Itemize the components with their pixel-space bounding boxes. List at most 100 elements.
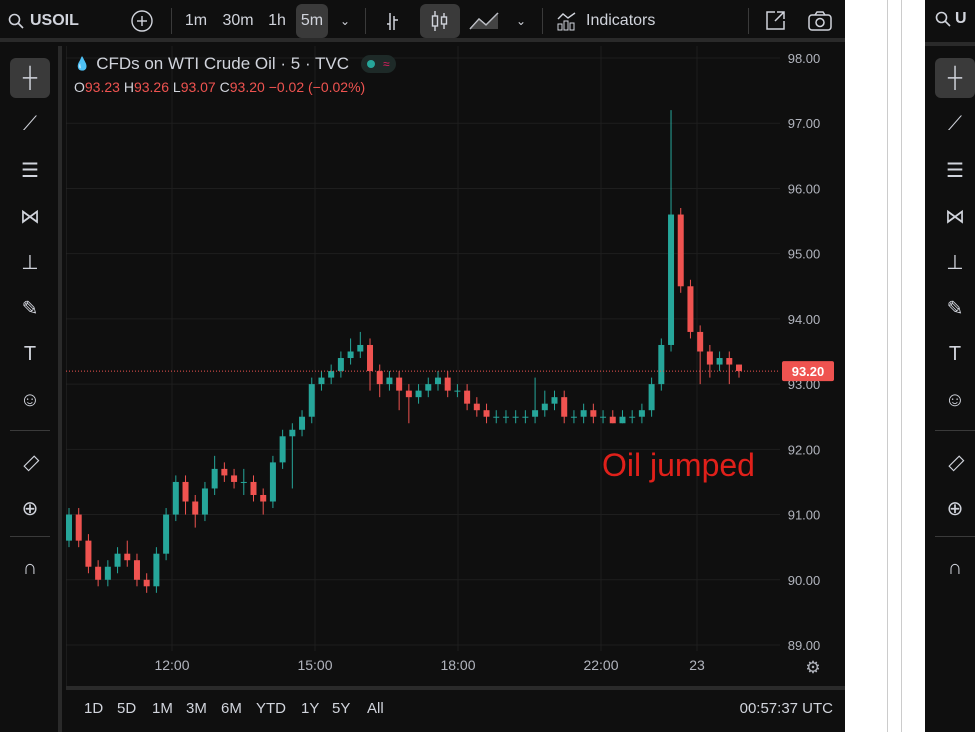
range-6m[interactable]: 6M — [221, 700, 242, 717]
close-label: C — [219, 79, 230, 95]
candle-body — [231, 475, 238, 482]
chart-type-dropdown[interactable]: ⌄ — [510, 4, 532, 38]
indicators-button[interactable]: Indicators — [556, 4, 655, 38]
candle-body — [405, 390, 412, 398]
tool-fib[interactable]: ☰ — [935, 150, 975, 190]
candle-body — [726, 358, 733, 365]
tool-ruler[interactable]: ▭ — [935, 442, 975, 482]
range-ytd[interactable]: YTD — [256, 700, 286, 717]
tool-trend-line[interactable]: ⟋ — [935, 104, 975, 144]
high-value: 93.26 — [133, 79, 169, 95]
magnet-icon: ∩ — [22, 556, 38, 579]
open-value: 93.23 — [84, 79, 120, 95]
external-link-icon — [766, 11, 785, 30]
candle-body — [133, 560, 140, 580]
tool-zoom-in[interactable]: ⊕ — [10, 488, 50, 528]
divider — [748, 8, 749, 34]
tool-fib[interactable]: ☰ — [10, 150, 50, 190]
tool-brush[interactable]: ✎ — [10, 288, 50, 328]
candle-body — [522, 416, 529, 418]
tool-ruler[interactable]: ▭ — [10, 442, 50, 482]
candle-body — [415, 390, 422, 398]
chart-legend: 💧 CFDs on WTI Crude Oil · 5 · TVC ≈ O93.… — [74, 54, 396, 95]
y-tick-label: 92.00 — [788, 442, 821, 457]
market-status[interactable]: ≈ — [361, 55, 396, 73]
settings-gear-icon[interactable]: ⚙ — [805, 658, 820, 677]
tool-text[interactable]: T — [935, 334, 975, 374]
candles-style-button[interactable] — [420, 4, 460, 38]
candle-body — [386, 377, 393, 385]
candle-body — [434, 377, 441, 385]
tool-prediction[interactable]: ⊥ — [10, 242, 50, 282]
tool-crosshair[interactable]: ┼ — [10, 58, 50, 98]
tool-trend-line[interactable]: ⟋ — [10, 104, 50, 144]
candle-body — [648, 384, 655, 411]
search-icon — [935, 11, 951, 27]
candle-body — [464, 390, 471, 404]
high-label: H — [123, 79, 134, 95]
emoji-icon: ☺ — [944, 388, 966, 411]
range-5d[interactable]: 5D — [117, 700, 137, 717]
candle-body — [211, 468, 218, 489]
interval-dropdown[interactable]: ⌄ — [334, 4, 356, 38]
x-tick-label: 15:00 — [297, 657, 332, 673]
crosshair-icon: ┼ — [22, 66, 38, 89]
candle-body — [75, 514, 82, 541]
candle-body — [143, 579, 150, 587]
divider — [935, 536, 975, 537]
tool-crosshair[interactable]: ┼ — [935, 58, 975, 98]
price-chart[interactable]: 98.0097.0096.0095.0094.0093.0092.0091.00… — [66, 46, 845, 686]
tool-brush[interactable]: ✎ — [935, 288, 975, 328]
tool-magnet[interactable]: ∩ — [935, 548, 975, 588]
interval-5m[interactable]: 5m — [296, 4, 328, 38]
tool-emoji[interactable]: ☺ — [935, 380, 975, 420]
trend-line-icon: ⟋ — [948, 112, 962, 135]
magnet-icon: ∩ — [947, 556, 963, 579]
candle-body — [425, 384, 432, 391]
candle-body — [347, 351, 354, 359]
area-style-button[interactable] — [466, 4, 502, 38]
range-1d[interactable]: 1D — [84, 700, 104, 717]
screenshot-button[interactable] — [804, 4, 836, 38]
tool-pattern[interactable]: ⋈ — [935, 196, 975, 236]
interval-1h[interactable]: 1h — [268, 12, 286, 29]
candle-body — [240, 481, 247, 483]
range-1y[interactable]: 1Y — [301, 700, 320, 717]
interval-30m[interactable]: 30m — [222, 12, 254, 29]
candle-body — [337, 358, 344, 372]
candle-body — [192, 501, 199, 515]
area-chart-icon — [469, 12, 499, 30]
compare-button[interactable] — [128, 4, 156, 38]
tool-prediction[interactable]: ⊥ — [935, 242, 975, 282]
bar-replay-button[interactable] — [376, 4, 412, 38]
x-tick-label: 18:00 — [440, 657, 475, 673]
divider — [171, 8, 172, 34]
tool-emoji[interactable]: ☺ — [10, 380, 50, 420]
candle-body — [716, 358, 723, 365]
symbol-search[interactable]: U — [935, 10, 967, 28]
open-new-window-button[interactable] — [760, 4, 790, 38]
tool-pattern[interactable]: ⋈ — [10, 196, 50, 236]
candle-body — [512, 416, 519, 418]
annotation-text: Oil jumped — [602, 447, 755, 483]
pattern-icon: ⋈ — [20, 205, 40, 228]
range-3m[interactable]: 3M — [186, 700, 207, 717]
prediction-icon: ⊥ — [21, 251, 39, 274]
candle-body — [114, 553, 121, 567]
range-all[interactable]: All — [367, 700, 384, 717]
open-label: O — [74, 79, 85, 95]
y-tick-label: 90.00 — [788, 573, 821, 588]
symbol-search[interactable]: USOIL — [8, 4, 79, 38]
clock-timezone[interactable]: 00:57:37 UTC — [739, 700, 833, 717]
candle-body — [172, 481, 179, 515]
drawing-toolbar: ┼ ⟋ ☰ ⋈ ⊥ ✎ T ☺ ▭ ⊕ ∩ — [0, 46, 62, 732]
candle-body — [570, 416, 577, 418]
tool-zoom-in[interactable]: ⊕ — [935, 488, 975, 528]
tool-magnet[interactable]: ∩ — [10, 548, 50, 588]
interval-1m[interactable]: 1m — [184, 12, 208, 29]
symbol-label: U — [955, 10, 967, 27]
range-1m[interactable]: 1M — [152, 700, 173, 717]
symbol-label: USOIL — [30, 12, 79, 29]
tool-text[interactable]: T — [10, 334, 50, 374]
range-5y[interactable]: 5Y — [332, 700, 351, 717]
